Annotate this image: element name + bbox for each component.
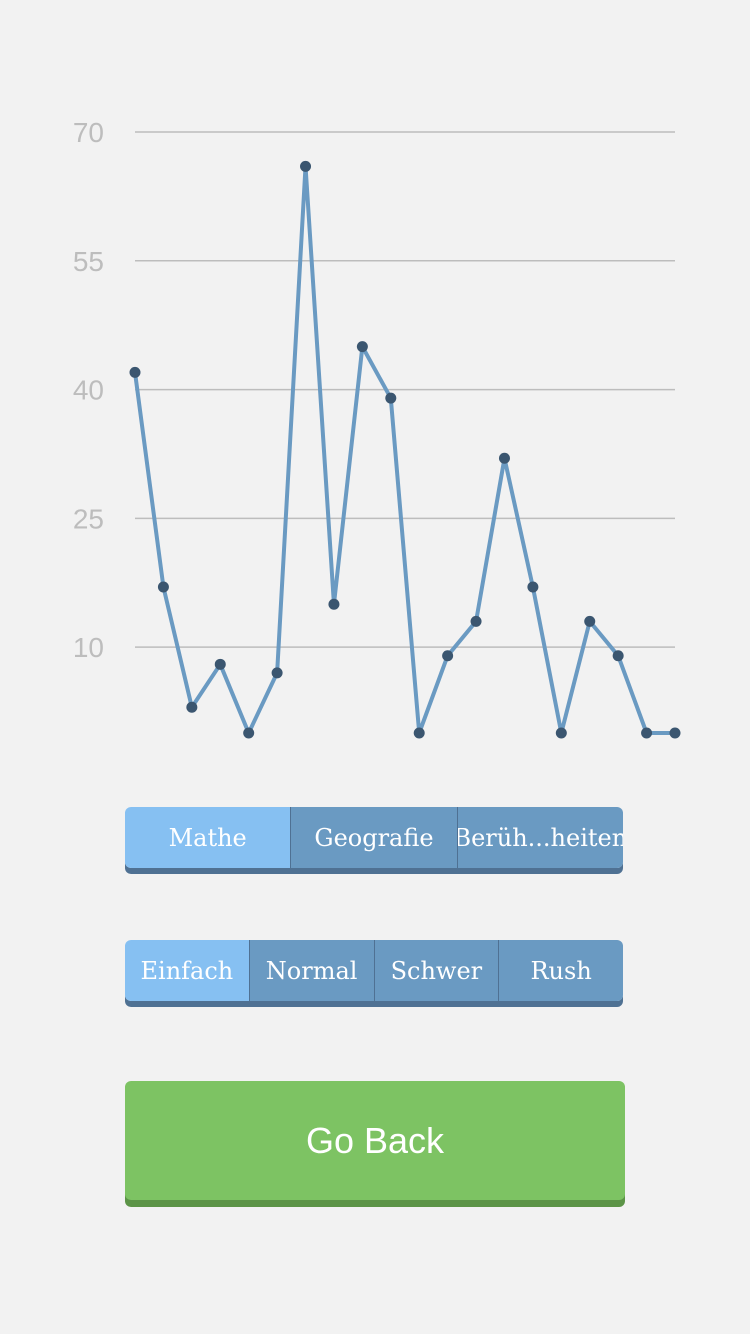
data-point (157, 581, 169, 593)
data-point (498, 452, 510, 464)
data-point (356, 341, 368, 353)
y-tick-label: 55 (73, 246, 104, 277)
segment-schwer[interactable]: Schwer (373, 940, 499, 1001)
data-point (129, 366, 141, 378)
segment-normal[interactable]: Normal (248, 940, 374, 1001)
data-point (243, 727, 255, 739)
difficulty-segmented-control: Einfach Normal Schwer Rush (125, 940, 623, 1001)
category-segmented-control: Mathe Geografie Berüh...heiten (125, 807, 623, 868)
data-point (385, 392, 397, 404)
data-point (641, 727, 653, 739)
data-point (271, 667, 283, 679)
data-point (669, 727, 681, 739)
segment-mathe[interactable]: Mathe (125, 807, 291, 868)
y-tick-label: 10 (73, 632, 104, 663)
data-point (328, 598, 340, 610)
data-point (442, 650, 454, 662)
data-point (413, 727, 425, 739)
data-point (470, 615, 482, 627)
y-tick-label: 25 (73, 503, 104, 534)
data-point (584, 615, 596, 627)
series-line (133, 164, 675, 735)
go-back-button[interactable]: Go Back (125, 1081, 625, 1200)
data-point (612, 650, 624, 662)
data-point (214, 658, 226, 670)
line-chart: 70 55 40 25 10 (73, 117, 681, 739)
data-point (555, 727, 567, 739)
segment-geografie[interactable]: Geografie (290, 807, 457, 868)
segment-beruehmtheiten[interactable]: Berüh...heiten (456, 807, 623, 868)
data-point (527, 581, 539, 593)
segment-rush[interactable]: Rush (498, 940, 623, 1001)
y-tick-label: 70 (73, 117, 104, 148)
segment-einfach[interactable]: Einfach (125, 940, 249, 1001)
data-point (186, 701, 198, 713)
data-point (300, 160, 312, 172)
y-tick-label: 40 (73, 375, 104, 406)
